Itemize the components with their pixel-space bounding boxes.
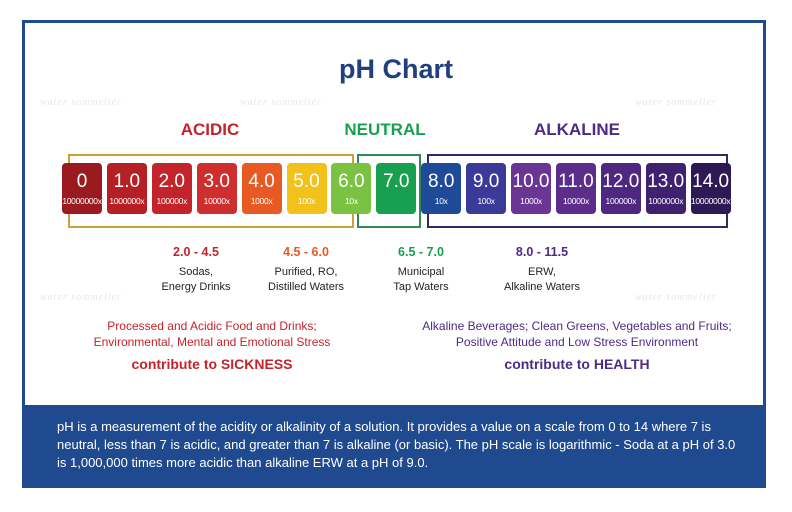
ph-box-2: 2.0 100000x (151, 163, 192, 214)
alkaline-effects: Alkaline Beverages; Clean Greens, Vegeta… (422, 318, 732, 372)
ph-box-12: 12.0 100000x (600, 163, 641, 214)
range-value: 6.5 - 7.0 (398, 245, 444, 259)
ph-value: 10.0 (512, 171, 550, 192)
ph-range-item: 4.5 - 6.0 Purified, RO, Distilled Waters (268, 245, 344, 295)
alkaline-effects-line: Alkaline Beverages; Clean Greens, Vegeta… (422, 319, 732, 333)
ph-value: 7.0 (383, 171, 410, 192)
ph-multiplier: 10x (344, 196, 358, 206)
ph-box-11: 11.0 10000x (555, 163, 596, 214)
ph-range-item: 2.0 - 4.5 Sodas, Energy Drinks (161, 245, 230, 295)
acidic-effects-line: Processed and Acidic Food and Drinks; (107, 319, 317, 333)
acidic-effects-line: Environmental, Mental and Emotional Stre… (93, 335, 331, 349)
watermark: water sommelier (40, 97, 122, 108)
alkaline-header: ALKALINE (534, 120, 620, 139)
ph-multiplier: 1000000x (109, 196, 145, 206)
ph-value: 14.0 (692, 171, 730, 192)
ph-value: 12.0 (602, 171, 640, 192)
ph-multiplier: 1000000x (648, 196, 684, 206)
ph-box-8: 8.0 10x (421, 163, 462, 214)
ph-box-14: 14.0 10000000x (690, 163, 731, 214)
watermark: water sommelier (635, 292, 717, 303)
acidic-header: ACIDIC (180, 120, 240, 139)
ph-range-item: 6.5 - 7.0 Municipal Tap Waters (393, 245, 448, 295)
ph-box-1: 1.0 1000000x (106, 163, 147, 214)
ph-box-10: 10.0 1000x (511, 163, 551, 214)
ph-multiplier: 10000000x (690, 196, 731, 206)
page-title: pH Chart (339, 54, 453, 84)
ph-multiplier: 100x (297, 196, 316, 206)
range-label: Sodas, (178, 266, 214, 278)
ph-value: 11.0 (558, 171, 594, 192)
range-label: Energy Drinks (161, 281, 231, 293)
watermark: water sommelier (40, 292, 122, 303)
ph-multiplier: 100000x (605, 196, 637, 206)
footer-description: pH is a measurement of the acidity or al… (25, 405, 766, 487)
alkaline-effects-line: Positive Attitude and Low Stress Environ… (455, 335, 699, 349)
ph-multiplier: 100x (477, 196, 495, 206)
ph-box-4: 4.0 1000x (241, 163, 282, 214)
alkaline-conclusion: contribute to HEALTH (504, 356, 650, 372)
range-value: 2.0 - 4.5 (173, 245, 219, 259)
ph-multiplier: 1000x (250, 196, 273, 206)
ph-value: 6.0 (338, 171, 365, 192)
ph-value: 3.0 (203, 171, 230, 192)
range-label: Distilled Waters (268, 281, 344, 293)
ph-box-5: 5.0 100x (286, 163, 327, 214)
ph-value: 1.0 (113, 171, 141, 192)
ph-multiplier: 10000x (562, 196, 589, 206)
neutral-header: NEUTRAL (344, 120, 426, 139)
ph-box-6: 6.0 10x (331, 163, 372, 214)
range-value: 8.0 - 11.5 (515, 245, 569, 259)
ph-multiplier: 100000x (156, 196, 188, 206)
watermark: water sommelier (240, 97, 322, 108)
watermark: water sommelier (635, 97, 717, 108)
range-label: Alkaline Waters (503, 281, 581, 293)
ph-multiplier: 10x (434, 196, 448, 206)
range-label: Purified, RO, (274, 266, 338, 278)
ph-value: 5.0 (293, 171, 320, 192)
ph-box-0: 0 10000000x (62, 163, 102, 214)
ph-box-3: 3.0 10000x (196, 163, 237, 214)
ph-value: 2.0 (158, 171, 185, 192)
range-label: Tap Waters (393, 281, 449, 293)
range-label: Municipal (397, 266, 445, 278)
ph-box-13: 13.0 1000000x (645, 163, 686, 214)
ph-value: 4.0 (248, 171, 275, 192)
ph-range-item: 8.0 - 11.5 ERW, Alkaline Waters (504, 245, 580, 295)
ph-value: 13.0 (647, 171, 685, 192)
range-value: 4.5 - 6.0 (283, 245, 329, 259)
ph-multiplier: 10000000x (62, 196, 102, 206)
ph-box-9: 9.0 100x (466, 163, 507, 214)
range-label: ERW, (528, 266, 556, 278)
acidic-conclusion: contribute to SICKNESS (131, 356, 293, 372)
ph-box-7: 7.0 (376, 163, 417, 214)
ph-multiplier: 1000x (520, 196, 542, 206)
acidic-effects: Processed and Acidic Food and Drinks; En… (94, 318, 331, 372)
ph-value: 8.0 (427, 171, 455, 192)
ph-value: 9.0 (472, 171, 500, 192)
ph-value: 0 (76, 171, 88, 192)
ph-multiplier: 10000x (203, 196, 230, 206)
